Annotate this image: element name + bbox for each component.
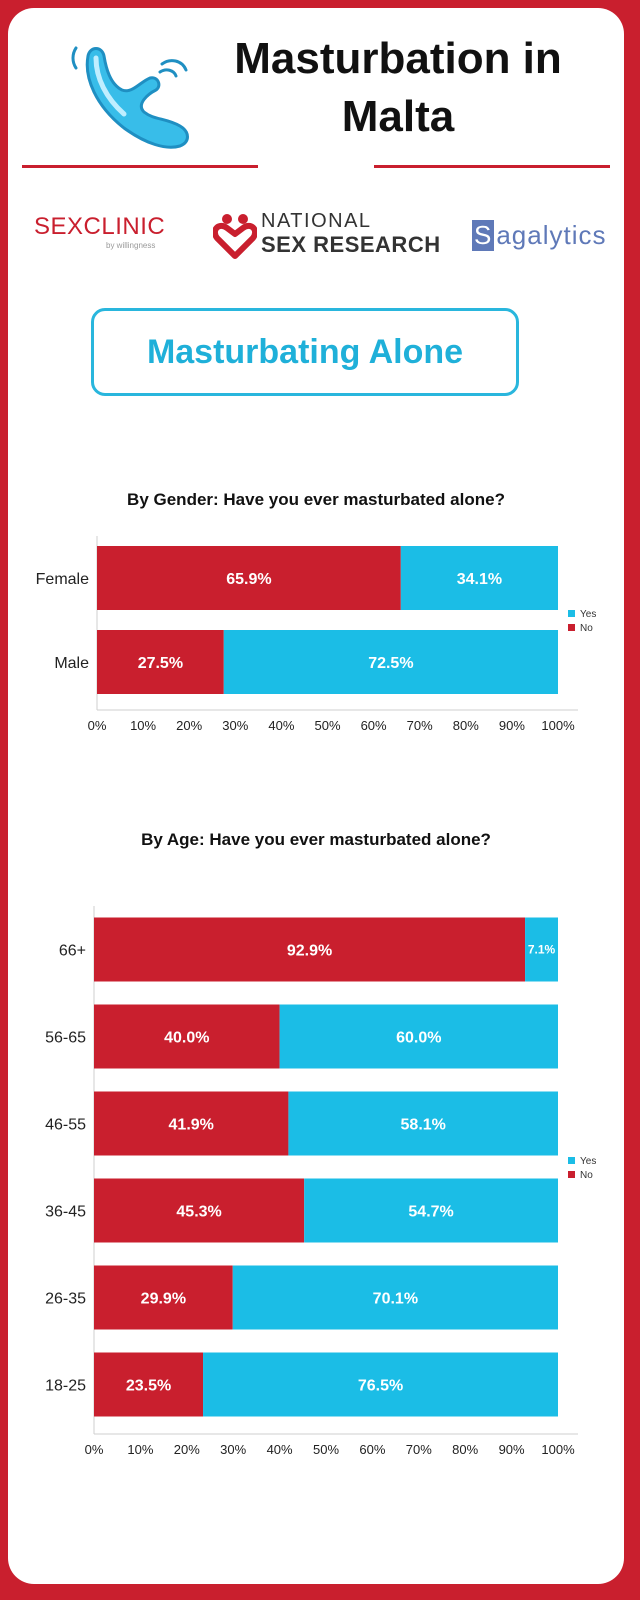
x-tick-label: 60%	[361, 718, 387, 733]
category-label: 46-55	[45, 1117, 86, 1134]
x-tick-label: 0%	[88, 718, 107, 733]
x-tick-label: 40%	[267, 1442, 293, 1457]
page-title: Masturbation in Malta	[234, 34, 562, 141]
bar-segment-no	[94, 917, 526, 982]
x-tick-label: 50%	[314, 718, 340, 733]
data-label: 29.9%	[141, 1291, 186, 1308]
gender-chart-title: By Gender: Have you ever masturbated alo…	[127, 490, 505, 509]
x-tick-label: 80%	[452, 1442, 478, 1457]
bar-segment-yes	[525, 917, 558, 982]
bar-segment-no	[94, 1265, 233, 1330]
data-label: 92.9%	[287, 943, 332, 960]
legend-swatch-yes	[568, 1157, 575, 1164]
data-label: 70.1%	[373, 1291, 418, 1308]
sexclinic-logo: SEXCLINIC by willingness	[34, 213, 166, 250]
data-label: 23.5%	[126, 1378, 171, 1395]
category-label: 26-35	[45, 1291, 86, 1308]
legend-swatch-no	[568, 1171, 575, 1178]
data-label: 60.0%	[396, 1030, 441, 1047]
x-tick-label: 60%	[359, 1442, 385, 1457]
bar-segment-yes	[232, 1265, 558, 1330]
x-tick-label: 70%	[407, 718, 433, 733]
legend-label: No	[580, 1170, 593, 1181]
toy-icon	[71, 46, 189, 149]
bar-segment-no	[97, 630, 224, 694]
category-label: 56-65	[45, 1030, 86, 1047]
x-tick-label: 10%	[127, 1442, 153, 1457]
bar-segment-yes	[203, 1352, 559, 1417]
category-label: 18-25	[45, 1378, 86, 1395]
category-label: Male	[54, 655, 89, 672]
infographic-card: Masturbation in Malta SEXCLINIC by willi…	[8, 8, 624, 1584]
bar-segment-yes	[304, 1178, 558, 1243]
data-label: 34.1%	[457, 571, 502, 588]
x-tick-label: 100%	[541, 718, 575, 733]
bar-segment-no	[94, 1004, 280, 1069]
data-label: 54.7%	[408, 1204, 453, 1221]
x-tick-label: 90%	[499, 1442, 525, 1457]
category-label: 36-45	[45, 1204, 86, 1221]
data-label: 76.5%	[358, 1378, 403, 1395]
legend-swatch-no	[568, 624, 575, 631]
x-tick-label: 20%	[176, 718, 202, 733]
national-sex-research-logo: NATIONAL SEX RESEARCH	[213, 208, 440, 268]
legend-swatch-yes	[568, 610, 575, 617]
x-tick-label: 70%	[406, 1442, 432, 1457]
bar-segment-yes	[279, 1004, 558, 1069]
x-tick-label: 50%	[313, 1442, 339, 1457]
legend-label: No	[580, 623, 593, 634]
data-label: 58.1%	[401, 1117, 446, 1134]
x-tick-label: 30%	[222, 718, 248, 733]
data-label: 65.9%	[226, 571, 271, 588]
data-label: 45.3%	[176, 1204, 221, 1221]
x-tick-label: 0%	[85, 1442, 104, 1457]
bar-segment-no	[97, 546, 401, 610]
bar-segment-no	[94, 1091, 289, 1156]
category-label: Female	[36, 571, 89, 588]
category-label: 66+	[59, 943, 86, 960]
age-chart: 66+ 92.9% 7.1% 56-65 40.0% 60.0% 46-55 41.9% 58.…	[45, 906, 596, 1457]
age-chart-title: By Age: Have you ever masturbated alone?	[141, 830, 491, 849]
x-tick-label: 40%	[268, 718, 294, 733]
x-tick-label: 30%	[220, 1442, 246, 1457]
data-label: 40.0%	[164, 1030, 209, 1047]
heart-people-icon	[213, 214, 257, 259]
x-tick-label: 100%	[541, 1442, 575, 1457]
title-divider-left	[22, 165, 258, 168]
title-divider-right	[374, 165, 610, 168]
legend-label: Yes	[580, 609, 596, 620]
x-tick-label: 20%	[174, 1442, 200, 1457]
section-heading-box: Masturbating Alone	[91, 308, 519, 396]
section-title: Masturbating Alone	[146, 333, 464, 371]
x-tick-label: 10%	[130, 718, 156, 733]
x-tick-label: 80%	[453, 718, 479, 733]
bar-segment-no	[94, 1178, 305, 1243]
data-label: 27.5%	[138, 655, 183, 672]
data-label: 72.5%	[368, 655, 413, 672]
bar-segment-yes	[400, 546, 558, 610]
bar-segment-yes	[223, 630, 558, 694]
gender-chart: Female 65.9% 34.1% Male 27.5% 72.5% 0% 10% 20% 30…	[36, 536, 596, 733]
bar-segment-yes	[288, 1091, 558, 1156]
legend: Yes No	[568, 609, 596, 634]
data-label: 41.9%	[169, 1117, 214, 1134]
legend: Yes No	[568, 1156, 596, 1181]
bar-segment-no	[94, 1352, 204, 1417]
legend-label: Yes	[580, 1156, 596, 1167]
x-tick-label: 90%	[499, 718, 525, 733]
data-label: 7.1%	[528, 943, 556, 957]
